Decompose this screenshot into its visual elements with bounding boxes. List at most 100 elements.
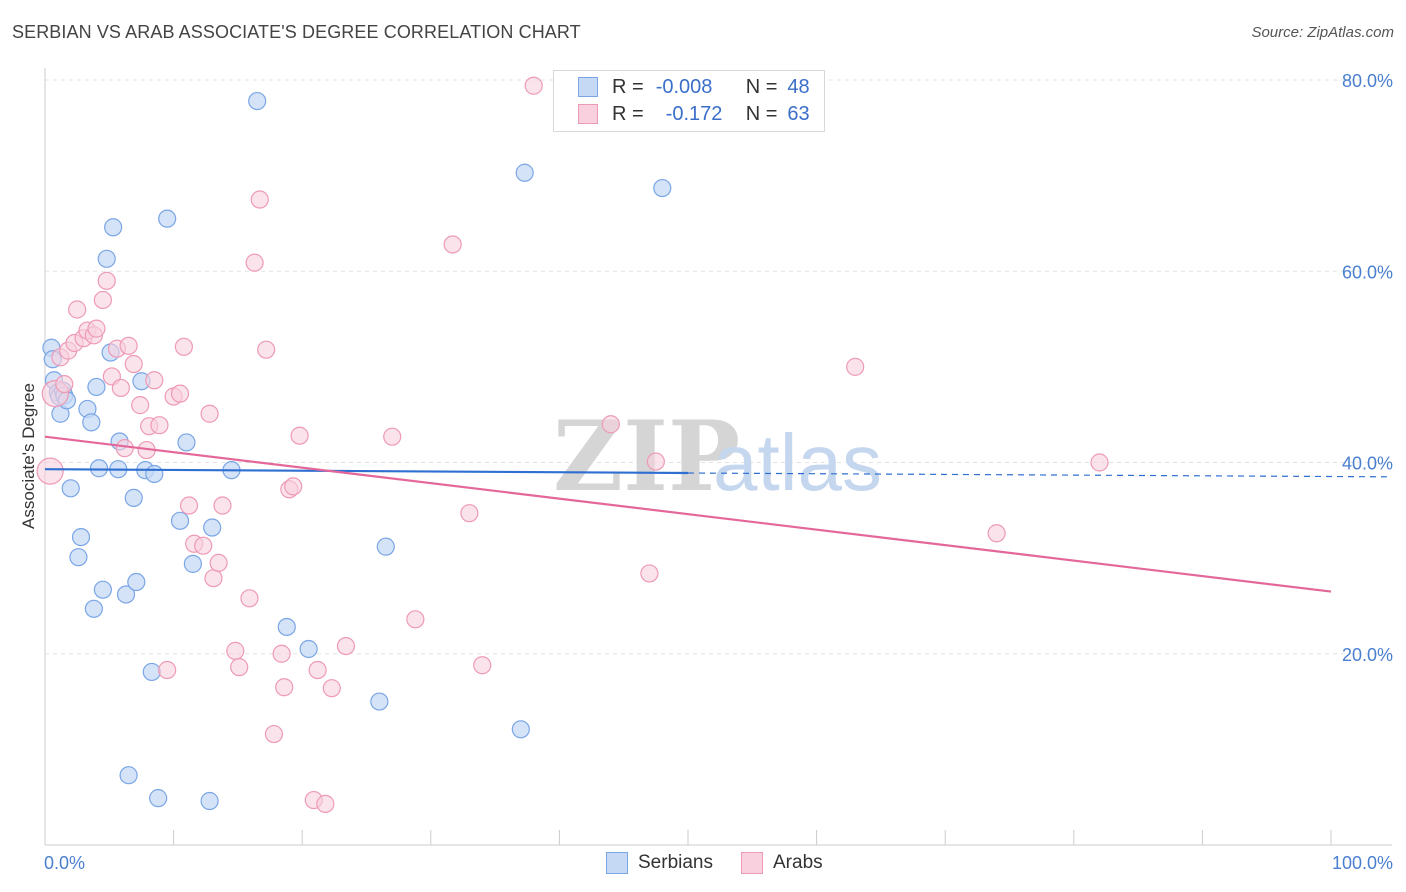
arab-point [275,678,294,697]
serbian-point [116,585,136,604]
serbian-point [277,617,296,637]
arab-point [406,610,425,629]
serbian-point [203,518,222,537]
y-tick-label: 60.0% [1342,262,1393,282]
y-tick-label: 40.0% [1342,454,1393,474]
chart-source: Source: ZipAtlas.com [1251,24,1394,41]
serbians-trendline [44,468,689,475]
legend-r-value: -0.008 [655,75,713,98]
arab-point [987,524,1006,543]
arab-point [87,319,106,338]
y-axis-label: Associate's Degree [19,383,38,529]
arab-point [284,477,303,496]
arab-point [55,374,74,394]
serbian-point [158,209,177,228]
arabs-swatch [578,104,598,124]
arab-point [145,371,164,390]
legend-r-label: R = [612,102,644,125]
legend-item-arabs: Arabs [741,852,823,874]
arab-point [640,564,659,583]
serbian-point [87,377,106,397]
serbian-point [119,766,138,785]
series-legend: Serbians Arabs [606,852,851,874]
serbian-point [82,413,101,432]
serbian-point [93,580,112,599]
serbians-swatch [578,77,598,97]
serbian-point [145,464,164,484]
watermark-atlas: atlas [713,418,882,507]
arab-point [240,589,259,608]
serbian-point [149,789,168,808]
arab-point [226,641,245,660]
arab-point [209,553,228,573]
arab-point [322,679,341,698]
arab-point [1090,453,1109,472]
axes [44,68,1392,846]
arab-point [443,235,462,254]
serbian-point [248,91,267,111]
serbian-points [42,91,672,811]
legend-r-value: -0.172 [665,102,723,125]
correlation-legend: R = -0.008 N = 48 R = -0.172 N = 63 [553,70,825,132]
serbians-trendline-extension [687,472,1393,478]
chart-title: SERBIAN VS ARAB ASSOCIATE'S DEGREE CORRE… [12,22,581,42]
serbian-point [89,459,109,478]
arab-point [460,504,479,523]
watermark-zip: ZIP [553,400,740,513]
watermark: ZIP atlas [553,400,882,513]
legend-item-serbians: Serbians [606,852,713,874]
serbian-point [97,249,116,268]
trendlines [44,435,1393,593]
arab-points [36,76,1109,813]
arab-point [316,794,335,813]
arab-point [131,396,150,415]
x-tick-label-max: 100.0% [1332,853,1393,873]
legend-label-arabs: Arabs [773,852,823,873]
serbian-point [71,527,91,547]
arab-point [250,190,269,209]
arab-point [308,660,327,680]
arab-point [150,416,169,435]
legend-n-label: N = [745,75,778,98]
serbian-point [200,791,219,811]
arab-point [179,496,199,515]
arab-point [111,378,130,398]
arab-point [383,427,402,446]
x-minor-ticks [44,830,1332,845]
arab-point [170,384,190,403]
arab-point [174,337,193,356]
legend-n-value: 48 [787,75,810,98]
legend-n-label: N = [745,102,778,125]
serbians-swatch [606,852,628,874]
arab-point [245,253,264,272]
arab-point [257,340,276,359]
serbian-point [84,599,103,618]
y-tick-label: 80.0% [1342,71,1393,91]
legend-row-arabs: R = -0.172 N = 63 [578,101,810,127]
arab-point [115,439,134,458]
arab-point [194,536,213,555]
x-tick-label-min: 0.0% [44,853,85,873]
arab-point [124,354,143,374]
serbian-point [142,662,161,682]
arab-point [93,290,112,310]
arab-point [119,336,138,355]
serbian-point [69,548,88,567]
legend-r-label: R = [612,75,644,98]
serbian-point [653,178,672,198]
arab-point [272,644,291,663]
arab-point [36,457,64,485]
arab-point [213,496,232,515]
serbian-point [183,554,202,573]
gridlines [45,79,1392,655]
arab-point [158,660,177,680]
arab-point [846,357,865,376]
serbian-point [511,720,530,739]
arab-point [264,724,284,744]
serbian-point [104,218,123,237]
arab-point [336,636,356,656]
y-tick-labels: 20.0% 40.0% 60.0% 80.0% [1342,71,1393,665]
arab-point [230,658,249,677]
serbian-point [515,163,534,182]
